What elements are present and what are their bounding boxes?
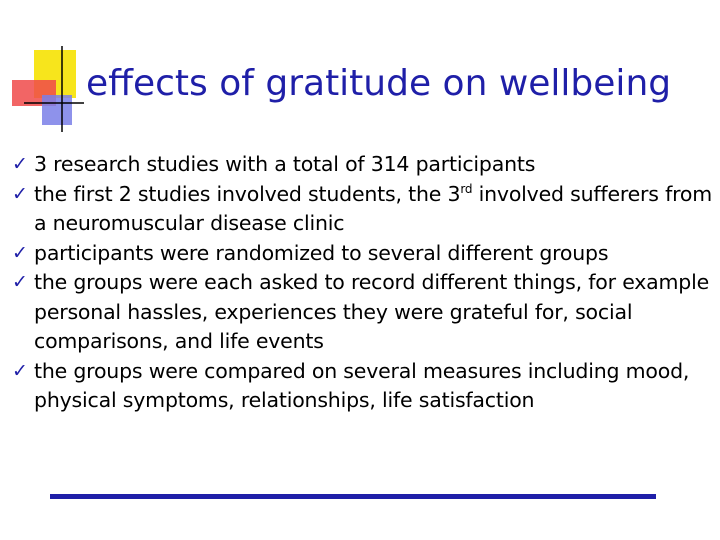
checkmark-icon: ✓ — [12, 241, 28, 264]
checkmark-icon: ✓ — [12, 182, 28, 205]
bullet-text: 3 research studies with a total of 314 p… — [34, 152, 536, 176]
checkmark-icon: ✓ — [12, 153, 28, 175]
slide-title: effects of gratitude on wellbeing — [86, 63, 672, 104]
ordinal-suffix: rd — [460, 181, 473, 196]
bullet-item: ✓ 3 research studies with a total of 314… — [12, 150, 712, 180]
blue-square — [42, 95, 72, 125]
footer-divider — [50, 494, 656, 499]
bullet-item: ✓ the groups were each asked to record d… — [12, 268, 712, 357]
bullet-text: the first 2 studies involved students, t… — [34, 181, 712, 236]
checkmark-icon: ✓ — [12, 359, 28, 382]
bullet-item: ✓ the first 2 studies involved students,… — [12, 180, 712, 239]
bullet-text: the groups were each asked to record dif… — [34, 270, 710, 353]
checkmark-icon: ✓ — [12, 271, 28, 293]
bullet-text: the groups were compared on several meas… — [34, 358, 690, 413]
decorative-squares — [12, 46, 84, 132]
bullet-text: participants were randomized to several … — [34, 240, 609, 265]
bullet-item: ✓ the groups were compared on several me… — [12, 357, 712, 416]
bullet-list: ✓ 3 research studies with a total of 314… — [12, 150, 712, 416]
bullet-item: ✓ participants were randomized to severa… — [12, 239, 712, 269]
